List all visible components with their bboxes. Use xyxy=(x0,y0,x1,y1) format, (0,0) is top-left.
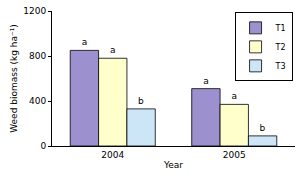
svg-text:800: 800 xyxy=(29,51,46,61)
svg-text:b: b xyxy=(260,123,266,133)
svg-text:b: b xyxy=(138,96,144,106)
svg-text:1200: 1200 xyxy=(23,6,46,16)
svg-text:0: 0 xyxy=(40,141,46,151)
svg-text:T2: T2 xyxy=(275,43,286,52)
svg-text:T1: T1 xyxy=(275,24,286,33)
svg-text:400: 400 xyxy=(29,96,46,106)
svg-text:T3: T3 xyxy=(275,62,286,71)
svg-text:Year: Year xyxy=(163,160,183,170)
svg-text:a: a xyxy=(110,45,116,55)
svg-text:a: a xyxy=(82,37,88,47)
svg-text:a: a xyxy=(231,91,237,101)
svg-text:Weed biomass (kg ha⁻¹): Weed biomass (kg ha⁻¹) xyxy=(9,24,19,133)
svg-text:a: a xyxy=(203,76,209,86)
svg-text:2004: 2004 xyxy=(101,150,124,160)
svg-text:2005: 2005 xyxy=(223,150,246,160)
